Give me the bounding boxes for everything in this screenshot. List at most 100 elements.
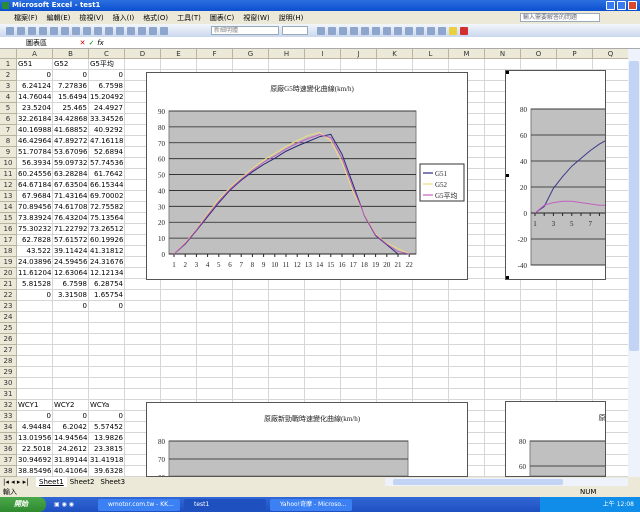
column-header-P[interactable]: P bbox=[557, 49, 593, 59]
cell-B23[interactable]: 0 bbox=[53, 301, 89, 312]
cell-G27[interactable] bbox=[233, 345, 269, 356]
cell-C6[interactable]: 33.34526 bbox=[89, 114, 125, 125]
cell-L24[interactable] bbox=[413, 312, 449, 323]
print-icon[interactable] bbox=[39, 26, 47, 35]
cell-E29[interactable] bbox=[161, 367, 197, 378]
cell-J23[interactable] bbox=[341, 301, 377, 312]
autosum-icon[interactable] bbox=[127, 26, 135, 35]
cell-C12[interactable]: 66.15344 bbox=[89, 180, 125, 191]
cell-C21[interactable]: 6.28754 bbox=[89, 279, 125, 290]
cell-E21[interactable] bbox=[161, 279, 197, 290]
cell-I31[interactable] bbox=[305, 389, 341, 400]
cell-I1[interactable] bbox=[305, 59, 341, 70]
cell-F25[interactable] bbox=[197, 323, 233, 334]
cell-M26[interactable] bbox=[449, 334, 485, 345]
cell-P28[interactable] bbox=[557, 356, 593, 367]
cell-B25[interactable] bbox=[53, 323, 89, 334]
cell-A27[interactable] bbox=[17, 345, 53, 356]
cell-G24[interactable] bbox=[233, 312, 269, 323]
cell-C33[interactable]: 0 bbox=[89, 411, 125, 422]
cell-A8[interactable]: 46.42964 bbox=[17, 136, 53, 147]
cell-A2[interactable]: 0 bbox=[17, 70, 53, 81]
cell-L23[interactable] bbox=[413, 301, 449, 312]
cell-I25[interactable] bbox=[305, 323, 341, 334]
row-header[interactable]: 19 bbox=[0, 257, 17, 268]
cell-G30[interactable] bbox=[233, 378, 269, 389]
cell-F31[interactable] bbox=[197, 389, 233, 400]
row-header[interactable]: 36 bbox=[0, 444, 17, 455]
cell-I21[interactable] bbox=[305, 279, 341, 290]
cell-Q31[interactable] bbox=[593, 389, 628, 400]
cell-D25[interactable] bbox=[125, 323, 161, 334]
column-header-N[interactable]: N bbox=[485, 49, 521, 59]
cell-K23[interactable] bbox=[377, 301, 413, 312]
cell-J26[interactable] bbox=[341, 334, 377, 345]
column-header-H[interactable]: H bbox=[269, 49, 305, 59]
cell-N28[interactable] bbox=[485, 356, 521, 367]
cell-C27[interactable] bbox=[89, 345, 125, 356]
cell-Q17[interactable] bbox=[593, 235, 628, 246]
cell-M24[interactable] bbox=[449, 312, 485, 323]
cell-P30[interactable] bbox=[557, 378, 593, 389]
cell-D31[interactable] bbox=[125, 389, 161, 400]
row-header[interactable]: 38 bbox=[0, 466, 17, 477]
cell-C38[interactable]: 39.6328 bbox=[89, 466, 125, 477]
cell-B4[interactable]: 15.6494 bbox=[53, 92, 89, 103]
cell-G29[interactable] bbox=[233, 367, 269, 378]
row-header[interactable]: 25 bbox=[0, 323, 17, 334]
cell-Q1[interactable] bbox=[593, 59, 628, 70]
cell-B24[interactable] bbox=[53, 312, 89, 323]
cell-E1[interactable] bbox=[161, 59, 197, 70]
cell-O22[interactable] bbox=[521, 290, 557, 301]
cell-J25[interactable] bbox=[341, 323, 377, 334]
cell-K21[interactable] bbox=[377, 279, 413, 290]
cell-A18[interactable]: 43.522 bbox=[17, 246, 53, 257]
cell-A6[interactable]: 32.26184 bbox=[17, 114, 53, 125]
cell-J29[interactable] bbox=[341, 367, 377, 378]
column-header-C[interactable]: C bbox=[89, 49, 125, 59]
cell-E28[interactable] bbox=[161, 356, 197, 367]
cell-I30[interactable] bbox=[305, 378, 341, 389]
tab-sheet1[interactable]: Sheet1 bbox=[36, 477, 67, 487]
cell-C13[interactable]: 69.70002 bbox=[89, 191, 125, 202]
cell-B11[interactable]: 63.28284 bbox=[53, 169, 89, 180]
close-button[interactable] bbox=[628, 1, 637, 10]
tab-sheet3[interactable]: Sheet3 bbox=[100, 478, 126, 486]
cell-B17[interactable]: 57.61572 bbox=[53, 235, 89, 246]
cell-C24[interactable] bbox=[89, 312, 125, 323]
cell-O24[interactable] bbox=[521, 312, 557, 323]
cell-I27[interactable] bbox=[305, 345, 341, 356]
cell-D29[interactable] bbox=[125, 367, 161, 378]
cell-Q37[interactable] bbox=[593, 455, 628, 466]
row-header[interactable]: 14 bbox=[0, 202, 17, 213]
vertical-scroll-thumb[interactable] bbox=[629, 61, 639, 351]
cell-C29[interactable] bbox=[89, 367, 125, 378]
cell-C1[interactable]: G5平均 bbox=[89, 59, 125, 70]
cell-J22[interactable] bbox=[341, 290, 377, 301]
cell-N22[interactable] bbox=[485, 290, 521, 301]
cell-C3[interactable]: 6.7598 bbox=[89, 81, 125, 92]
cell-M25[interactable] bbox=[449, 323, 485, 334]
open-icon[interactable] bbox=[17, 26, 25, 35]
cell-L30[interactable] bbox=[413, 378, 449, 389]
worksheet[interactable]: 1 G51 G52 G5平均 2 0 0 0 3 6.24124 7.27836 6.7598 4 14.… bbox=[0, 59, 628, 477]
cell-E27[interactable] bbox=[161, 345, 197, 356]
column-header-E[interactable]: E bbox=[161, 49, 197, 59]
cell-C19[interactable]: 24.31676 bbox=[89, 257, 125, 268]
row-header[interactable]: 28 bbox=[0, 356, 17, 367]
cell-F22[interactable] bbox=[197, 290, 233, 301]
taskbar-item-browser[interactable]: wmotor.com.tw - KK... bbox=[98, 498, 180, 511]
menu-edit[interactable]: 編輯(E) bbox=[46, 13, 71, 22]
cell-I29[interactable] bbox=[305, 367, 341, 378]
cell-B21[interactable]: 6.7598 bbox=[53, 279, 89, 290]
cell-O25[interactable] bbox=[521, 323, 557, 334]
row-header[interactable]: 16 bbox=[0, 224, 17, 235]
cell-F21[interactable] bbox=[197, 279, 233, 290]
percent-icon[interactable] bbox=[405, 26, 413, 35]
cell-B35[interactable]: 14.94564 bbox=[53, 433, 89, 444]
cell-G31[interactable] bbox=[233, 389, 269, 400]
cell-Q23[interactable] bbox=[593, 301, 628, 312]
cell-L28[interactable] bbox=[413, 356, 449, 367]
cell-L22[interactable] bbox=[413, 290, 449, 301]
cell-N1[interactable] bbox=[485, 59, 521, 70]
